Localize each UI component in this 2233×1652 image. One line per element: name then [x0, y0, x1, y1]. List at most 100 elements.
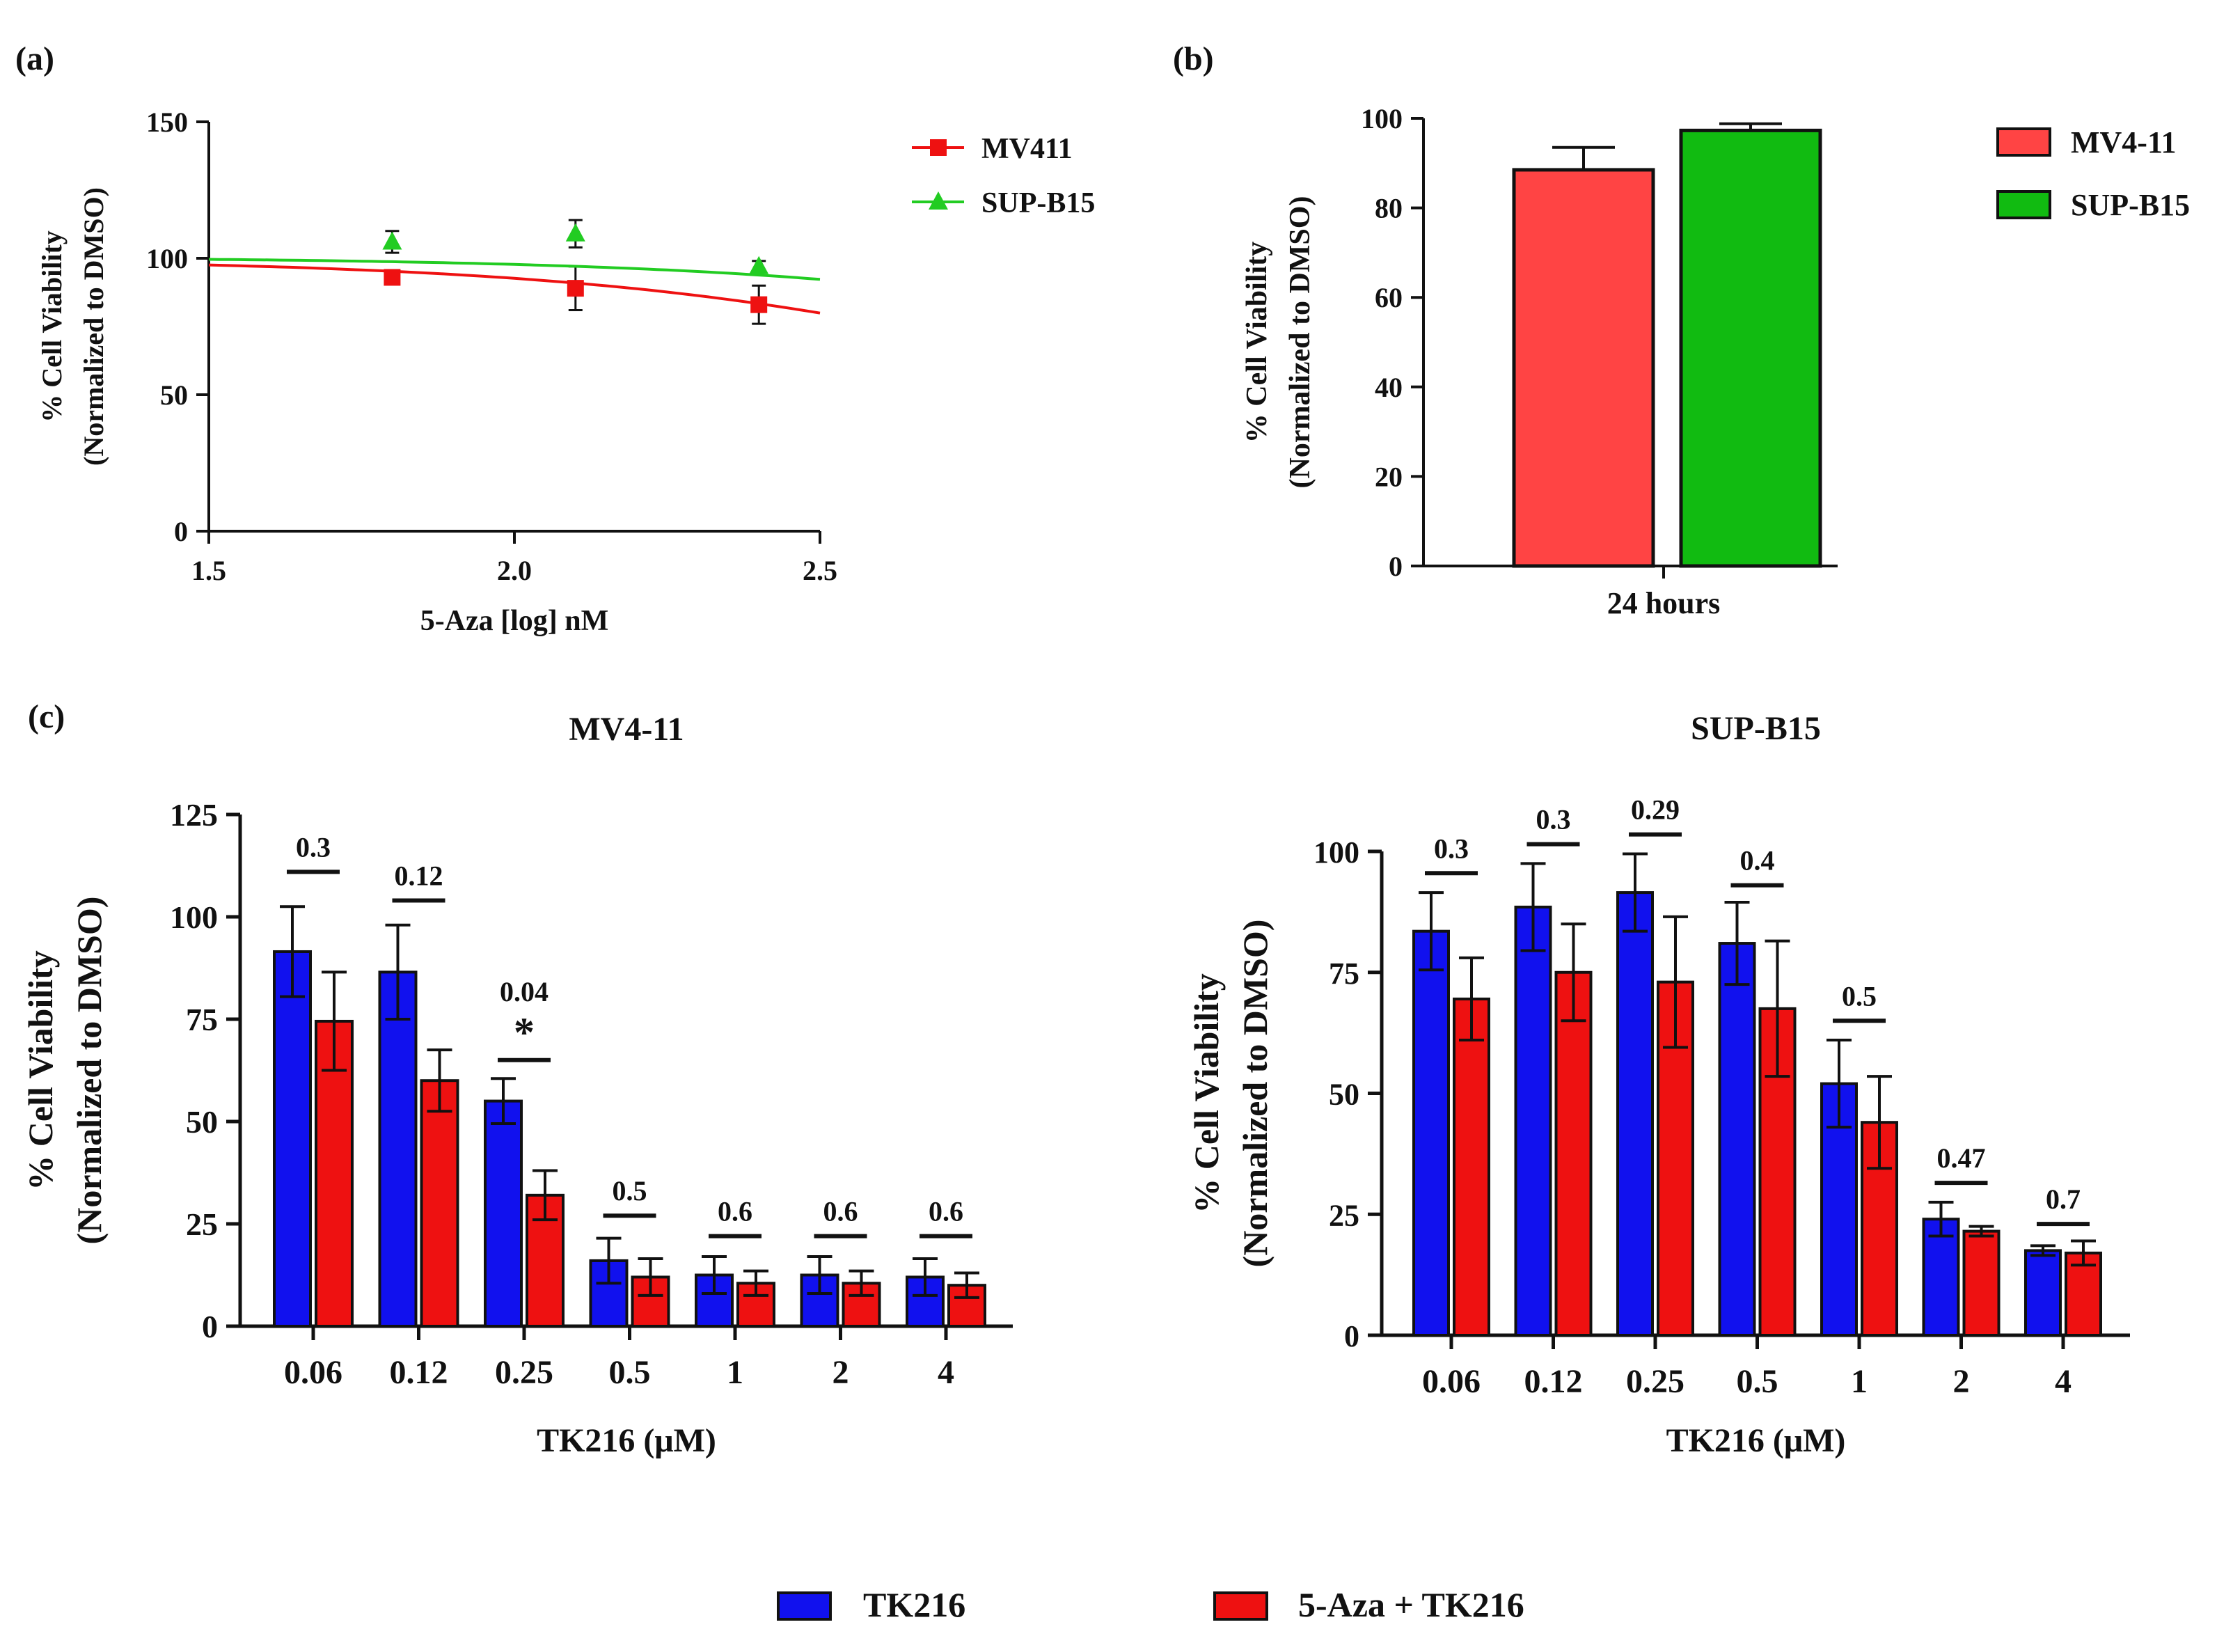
panel-label-a: (a): [15, 40, 54, 77]
legend-swatch-5aza-tk216: [1213, 1591, 1268, 1621]
c1-ylabel-line-1: (Normalized to DMSO): [70, 897, 109, 1245]
c1-bar-tk216: [484, 1099, 523, 1328]
c1-bar-tk216: [273, 950, 312, 1328]
b-ylabel-line-1: (Normalized to DMSO): [1284, 196, 1316, 489]
b-ylabel-line-0: % Cell Viability: [1241, 242, 1273, 443]
c2-p-value: 0.47: [1937, 1142, 1986, 1174]
a-point-SUP-B15: [749, 255, 769, 274]
b-ytick-label: 20: [1375, 461, 1403, 492]
a-ylabel-line-1: (Normalized to DMSO): [78, 187, 109, 466]
b-bar-SUP-B15: [1679, 128, 1822, 568]
c2-xtick-label: 0.25: [1626, 1363, 1684, 1400]
c2-p-value: 0.29: [1631, 794, 1680, 826]
c1-bar-tk216: [378, 970, 418, 1328]
chart-c-sup-b15: SUP-B15 0 25 50 75 100 0.06 0.12 0.25 0.5 1 2 4 0.3 0.…: [1187, 710, 2130, 1459]
b-ytick-label: 80: [1375, 193, 1403, 224]
c1-bar-5aza-tk216: [947, 1284, 986, 1328]
a-point-SUP-B15: [565, 223, 585, 242]
b-ytick-label: 0: [1389, 551, 1403, 582]
a-point-MV411: [750, 296, 768, 313]
c2-ytick-label: 50: [1329, 1078, 1359, 1112]
c2-ytick-label: 100: [1313, 835, 1359, 870]
c2-ylabel-line-0: % Cell Viability: [1187, 973, 1226, 1213]
panel-label-c: (c): [28, 698, 65, 735]
c2-bar-5aza-tk216: [1554, 970, 1593, 1337]
shared-legend: TK216 5-Aza + TK216: [777, 1585, 1524, 1624]
c1-bar-5aza-tk216: [420, 1079, 459, 1328]
c1-xlabel: TK216 (μM): [537, 1422, 716, 1459]
c1-ytick-label: 100: [170, 899, 218, 935]
c1-p-value: 0.5: [613, 1175, 647, 1206]
a-point-MV411: [384, 269, 401, 286]
c2-p-value: 0.5: [1842, 980, 1877, 1012]
b-legend-swatch-SUP-B15: [1996, 190, 2051, 219]
c2-bar-tk216: [1718, 942, 1756, 1337]
c2-bar-tk216: [1616, 891, 1654, 1337]
b-ytick-label: 60: [1375, 282, 1403, 313]
c1-p-value: 0.12: [395, 860, 443, 891]
panel-label-b: (b): [1173, 40, 1214, 77]
a-legend-label-SUP-B15: SUP-B15: [981, 187, 1095, 219]
c2-bar-tk216: [1514, 905, 1552, 1337]
c1-ytick-label: 75: [186, 1002, 218, 1037]
c2-bar-5aza-tk216: [1962, 1229, 2001, 1337]
b-legend-label-MV4-11: MV4-11: [2071, 125, 2177, 159]
c2-bar-tk216: [1412, 929, 1450, 1337]
c2-xtick-label: 1: [1851, 1363, 1868, 1400]
c2-p-value: 0.4: [1740, 845, 1775, 876]
b-ytick-label: 40: [1375, 372, 1403, 403]
a-xtick-label: 2.0: [497, 555, 532, 586]
b-legend-swatch-MV4-11: [1996, 127, 2051, 157]
a-ytick-label: 50: [160, 379, 188, 411]
b-legend-label-SUP-B15: SUP-B15: [2071, 188, 2190, 222]
a-ytick-label: 0: [174, 516, 188, 547]
chart-a-dose-response: 0 50 100 150 1.5 2.0 2.5 5-Aza [log] nM % Cell V…: [36, 107, 1095, 637]
c2-xtick-label: 0.12: [1524, 1363, 1583, 1400]
c2-p-value: 0.7: [2046, 1183, 2081, 1215]
c2-xtick-label: 0.06: [1422, 1363, 1481, 1400]
legend-label-tk216: TK216: [863, 1585, 965, 1624]
c2-ytick-label: 25: [1329, 1198, 1359, 1232]
c2-xtick-label: 0.5: [1737, 1363, 1778, 1400]
c1-p-value: 0.04: [500, 976, 549, 1007]
a-xlabel: 5-Aza [log] nM: [420, 605, 609, 637]
c2-bar-tk216: [1922, 1218, 1960, 1337]
a-xtick-label: 1.5: [191, 555, 226, 586]
c1-significance-star: *: [514, 1009, 535, 1055]
c2-bar-5aza-tk216: [1453, 997, 1490, 1337]
c2-xtick-label: 4: [2055, 1363, 2072, 1400]
c1-ytick-label: 0: [202, 1309, 218, 1344]
legend-label-5aza-tk216: 5-Aza + TK216: [1298, 1585, 1524, 1624]
c2-ylabel-line-1: (Normalized to DMSO): [1236, 920, 1275, 1268]
b-ytick-label: 100: [1361, 103, 1403, 134]
a-ylabel-line-0: % Cell Viability: [36, 230, 68, 423]
c2-ytick-label: 0: [1344, 1319, 1359, 1353]
c2-ytick-label: 75: [1329, 957, 1359, 991]
c1-bar-5aza-tk216: [842, 1282, 881, 1328]
b-xtick-label: 24 hours: [1607, 586, 1721, 620]
c1-ytick-label: 25: [186, 1206, 218, 1242]
c1-xtick-label: 0.12: [390, 1354, 448, 1391]
a-point-SUP-B15: [382, 231, 402, 250]
c1-xtick-label: 1: [727, 1354, 743, 1391]
a-ytick-label: 100: [146, 243, 188, 274]
chart-c-mv4-11: MV4-11 0 25 50 75 100 125 0.06 0.12 0.25 0.5 1 2 4 0.3…: [21, 711, 1013, 1459]
c1-xtick-label: 0.25: [495, 1354, 553, 1391]
chart-b-bar-24h: 0 20 40 60 80 100 24 hours % Cell Viability (Nor…: [1241, 103, 2190, 620]
c1-title: MV4-11: [569, 711, 684, 748]
a-fit-curve-MV411: [208, 263, 821, 315]
c2-title: SUP-B15: [1691, 710, 1821, 747]
c2-p-value: 0.3: [1434, 833, 1469, 864]
a-xtick-label: 2.5: [803, 555, 837, 586]
c1-xtick-label: 2: [833, 1354, 849, 1391]
c2-p-value: 0.3: [1536, 804, 1571, 835]
c1-p-value: 0.3: [296, 831, 331, 863]
c1-xtick-label: 0.5: [609, 1354, 651, 1391]
c1-xtick-label: 4: [938, 1354, 954, 1391]
c2-xlabel: TK216 (μM): [1666, 1422, 1846, 1459]
a-ytick-label: 150: [146, 107, 188, 138]
a-legend-marker-MV411: [930, 139, 947, 156]
c1-ytick-label: 50: [186, 1104, 218, 1140]
c1-ytick-label: 125: [170, 797, 218, 833]
